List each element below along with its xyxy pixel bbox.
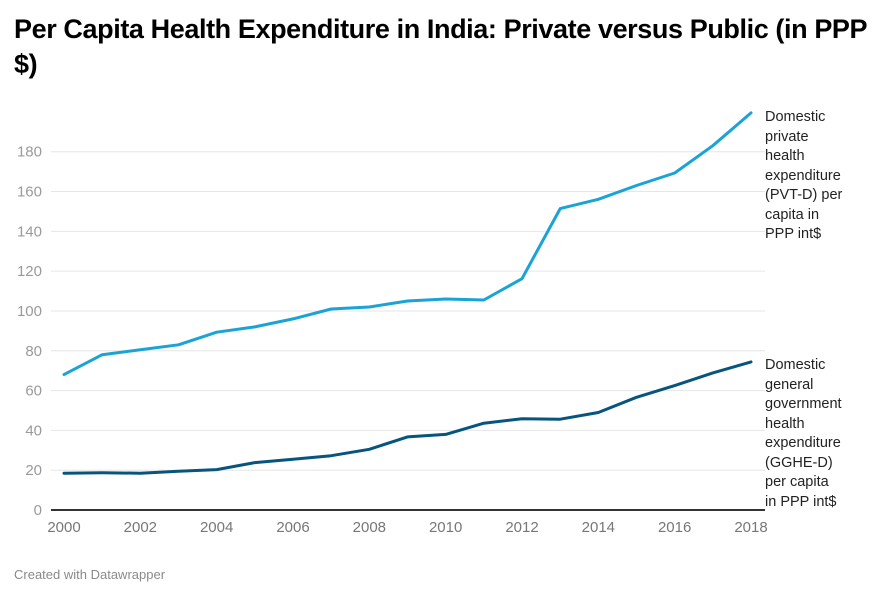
series-label-line: (GGHE-D): [765, 454, 833, 471]
series-label-government: Domestic general government health expenditu…: [765, 356, 883, 512]
y-tick-label: 180: [17, 144, 42, 161]
y-tick-label: 0: [34, 502, 42, 519]
series-label-line: Domestic: [765, 109, 826, 125]
x-tick-label: 2000: [47, 519, 80, 536]
x-tick-label: 2006: [276, 519, 309, 536]
x-tick-label: 2018: [734, 519, 767, 536]
chart-title: Per Capita Health Expenditure in India: …: [14, 14, 867, 79]
y-tick-label: 80: [25, 343, 42, 360]
series-label-line: in PPP int$: [765, 493, 837, 510]
x-axis-ticks: 2000 2002 2004 2006 2008 2010 2012 2014 2016 2018: [47, 519, 767, 536]
y-tick-label: 40: [25, 422, 42, 439]
y-tick-label: 140: [17, 223, 42, 240]
y-tick-label: 20: [25, 462, 42, 479]
y-axis-ticks: 0 20 40 60 80 100 120 140 160 180: [17, 144, 42, 519]
y-tick-label: 100: [17, 303, 42, 320]
series-label-line: PPP int$: [765, 226, 822, 242]
x-tick-label: 2012: [505, 519, 538, 536]
series-label-line: private: [765, 128, 809, 145]
gridlines: [51, 151, 765, 471]
series-label-line: expenditure: [765, 435, 841, 451]
series-label-private: Domestic private health expenditure (PVT-D) …: [765, 108, 883, 245]
series-label-line: per capita: [765, 474, 829, 490]
x-tick-label: 2002: [124, 519, 157, 536]
x-tick-label: 2016: [658, 519, 691, 536]
x-tick-label: 2008: [353, 519, 386, 536]
y-tick-label: 60: [25, 383, 42, 400]
series-label-line: Domestic: [765, 357, 826, 373]
x-tick-label: 2004: [200, 519, 233, 536]
series-label-line: health: [765, 148, 805, 164]
credit-footer: Created with Datawrapper: [14, 567, 166, 582]
x-tick-label: 2014: [582, 519, 615, 536]
series-line-government: [62, 360, 753, 475]
series-label-line: health: [765, 415, 805, 432]
series-label-line: general: [765, 376, 814, 393]
series-label-line: government: [765, 396, 842, 412]
series-label-line: capita in: [765, 206, 820, 223]
series-label-line: (PVT-D) per: [765, 187, 843, 203]
y-tick-label: 160: [17, 184, 42, 201]
y-tick-label: 120: [17, 263, 42, 280]
series-label-line: expenditure: [765, 167, 841, 184]
series-lines: [62, 111, 753, 475]
x-tick-label: 2010: [429, 519, 462, 536]
